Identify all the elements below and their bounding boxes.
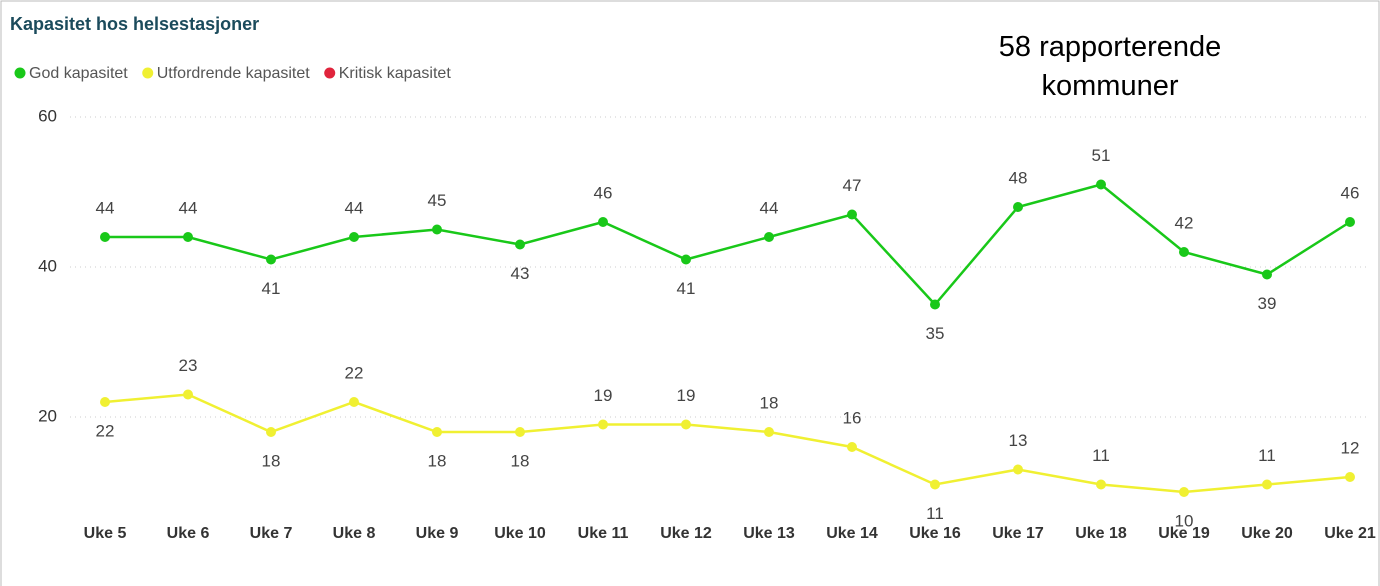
data-point bbox=[598, 419, 608, 430]
data-label: 41 bbox=[262, 279, 281, 298]
data-point bbox=[681, 254, 691, 265]
data-point bbox=[930, 479, 940, 490]
data-point bbox=[349, 397, 359, 407]
data-label: 44 bbox=[179, 198, 198, 217]
legend-marker bbox=[142, 67, 154, 79]
data-point bbox=[515, 239, 525, 250]
x-tick-label: Uke 8 bbox=[333, 525, 376, 542]
legend-label: Kritisk kapasitet bbox=[339, 65, 452, 82]
x-tick-label: Uke 7 bbox=[250, 525, 293, 542]
data-label: 11 bbox=[1092, 446, 1110, 465]
data-label: 23 bbox=[179, 356, 198, 375]
data-label: 46 bbox=[1341, 183, 1360, 202]
data-label: 12 bbox=[1341, 438, 1360, 457]
data-label: 45 bbox=[428, 191, 447, 210]
x-tick-label: Uke 19 bbox=[1158, 525, 1210, 542]
legend-marker bbox=[14, 67, 26, 79]
data-point bbox=[598, 217, 608, 227]
x-tick-label: Uke 16 bbox=[909, 525, 961, 542]
x-tick-label: Uke 13 bbox=[743, 525, 795, 542]
data-point bbox=[1179, 247, 1189, 257]
data-point bbox=[1262, 269, 1272, 280]
series-line bbox=[104, 393, 1351, 494]
data-point bbox=[1013, 202, 1023, 212]
data-label: 44 bbox=[96, 198, 115, 217]
x-tick-label: Uke 18 bbox=[1075, 525, 1127, 542]
x-tick-label: Uke 14 bbox=[826, 525, 878, 542]
data-point bbox=[266, 254, 276, 265]
legend-label: Utfordrende kapasitet bbox=[157, 65, 311, 82]
x-tick-label: Uke 17 bbox=[992, 525, 1044, 542]
data-label: 35 bbox=[926, 324, 945, 343]
x-tick-label: Uke 11 bbox=[578, 525, 629, 542]
legend-label: God kapasitet bbox=[29, 65, 128, 82]
x-tick-label: Uke 21 bbox=[1324, 525, 1376, 542]
data-point bbox=[764, 232, 774, 242]
data-label: 18 bbox=[262, 451, 281, 470]
x-tick-label: Uke 9 bbox=[416, 525, 459, 542]
data-label: 19 bbox=[677, 386, 696, 405]
y-tick-label: 20 bbox=[38, 406, 57, 425]
data-point bbox=[349, 232, 359, 242]
data-label: 44 bbox=[760, 198, 779, 217]
data-label: 11 bbox=[1258, 446, 1276, 465]
data-point bbox=[100, 232, 110, 242]
data-point bbox=[1013, 464, 1023, 475]
y-tick-label: 60 bbox=[38, 106, 57, 125]
data-point bbox=[764, 427, 774, 437]
data-label: 10 bbox=[1175, 511, 1194, 530]
data-label: 42 bbox=[1175, 213, 1194, 232]
series-line bbox=[105, 183, 1351, 307]
data-point bbox=[1096, 179, 1106, 190]
data-label: 19 bbox=[594, 386, 613, 405]
data-label: 18 bbox=[760, 393, 779, 412]
data-point bbox=[1345, 472, 1355, 482]
data-point bbox=[847, 209, 857, 220]
chart-title: Kapasitet hos helsestasjoner bbox=[10, 14, 259, 34]
data-point bbox=[183, 389, 193, 400]
data-label: 18 bbox=[428, 451, 447, 470]
data-point bbox=[1262, 479, 1272, 490]
data-point bbox=[100, 397, 110, 407]
data-label: 51 bbox=[1092, 146, 1111, 165]
data-point bbox=[847, 442, 857, 452]
data-label: 22 bbox=[96, 421, 115, 440]
x-tick-label: Uke 6 bbox=[167, 525, 210, 542]
data-point bbox=[432, 224, 442, 235]
data-label: 44 bbox=[345, 198, 364, 217]
data-label: 13 bbox=[1009, 431, 1028, 450]
data-label: 47 bbox=[843, 176, 862, 195]
data-point bbox=[515, 427, 525, 437]
data-label: 43 bbox=[511, 264, 530, 283]
data-label: 22 bbox=[345, 363, 364, 382]
x-tick-label: Uke 12 bbox=[660, 525, 712, 542]
data-label: 41 bbox=[677, 279, 696, 298]
data-point bbox=[1179, 487, 1189, 497]
legend-marker bbox=[324, 67, 336, 79]
data-point bbox=[183, 232, 193, 242]
data-label: 39 bbox=[1258, 294, 1277, 313]
data-label: 16 bbox=[843, 408, 862, 427]
data-point bbox=[266, 427, 276, 437]
data-point bbox=[432, 427, 442, 437]
y-tick-label: 40 bbox=[38, 256, 57, 275]
data-point bbox=[930, 299, 940, 310]
data-label: 46 bbox=[594, 183, 613, 202]
data-point bbox=[681, 419, 691, 430]
x-tick-label: Uke 5 bbox=[84, 525, 127, 542]
x-tick-label: Uke 20 bbox=[1241, 525, 1293, 542]
x-tick-label: Uke 10 bbox=[494, 525, 546, 542]
data-point bbox=[1345, 217, 1355, 227]
data-label: 48 bbox=[1009, 168, 1028, 187]
data-point bbox=[1096, 479, 1106, 490]
data-label: 11 bbox=[926, 504, 944, 523]
data-label: 18 bbox=[511, 451, 530, 470]
annotation: 58 rapporterende kommuner bbox=[998, 31, 1222, 102]
